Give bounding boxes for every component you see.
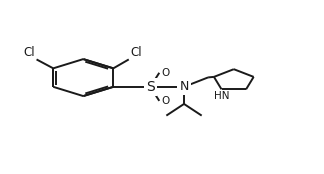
Text: Cl: Cl <box>24 46 35 59</box>
Text: O: O <box>161 68 169 78</box>
Text: N: N <box>179 80 189 93</box>
Text: Cl: Cl <box>130 46 142 59</box>
Text: S: S <box>146 80 155 94</box>
Text: O: O <box>161 96 169 106</box>
Text: HN: HN <box>214 91 229 101</box>
